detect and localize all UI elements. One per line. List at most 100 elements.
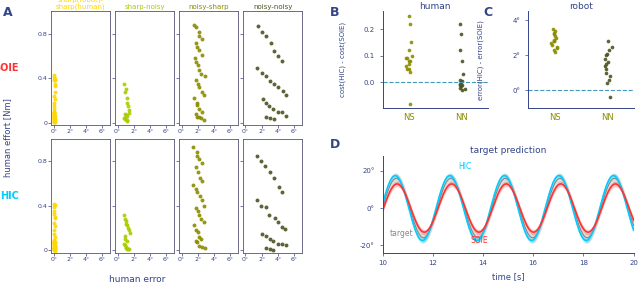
Point [191,78,202,83]
Point [265,247,275,251]
Point [49,103,60,108]
Point [276,110,287,114]
Point [49,245,60,249]
Point [194,244,204,249]
Point [550,36,561,40]
Point [49,111,59,116]
Point [404,61,414,66]
Point [196,217,207,221]
Point [49,237,60,242]
Point [191,111,201,116]
Point [196,71,207,76]
Point [196,53,207,57]
Point [49,117,60,121]
Point [120,112,130,116]
Point [402,56,412,61]
Point [49,111,60,116]
Point [604,95,614,100]
Point [122,247,132,252]
Point [456,83,467,87]
Point [49,203,60,208]
Point [261,115,271,119]
Point [198,93,209,97]
Point [49,202,60,207]
Point [455,83,465,87]
Point [602,60,612,65]
Point [199,220,209,224]
Point [49,109,59,114]
Point [120,87,131,92]
Point [196,110,207,115]
Point [604,77,614,82]
Point [192,101,202,106]
Point [120,217,130,221]
Point [197,245,207,250]
Point [252,198,262,202]
Point [49,113,59,118]
Point [49,239,60,244]
Point [460,87,470,91]
Point [552,44,562,49]
Point [194,213,204,217]
Point [194,47,204,52]
Point [49,248,60,253]
Point [196,116,207,120]
Point [549,39,559,44]
Point [273,220,284,225]
Point [456,32,466,37]
Point [189,56,200,61]
Point [257,159,267,163]
Point [550,50,561,54]
Point [252,153,262,158]
Point [193,230,203,235]
Title: noisy-sharp: noisy-sharp [188,4,229,10]
Point [120,116,130,121]
Point [455,22,465,26]
Point [194,107,204,112]
Point [49,114,60,119]
Point [49,220,59,225]
Point [266,40,276,45]
Point [552,46,562,51]
Point [604,48,614,52]
Point [49,247,60,251]
Point [49,241,60,246]
Point [49,117,60,121]
Point [49,212,60,217]
Point [257,30,267,34]
Point [49,119,60,123]
Point [120,90,130,94]
Point [49,113,60,118]
Point [269,216,280,221]
Point [191,187,201,191]
Point [196,236,206,241]
Point [49,204,60,209]
Point [50,78,60,83]
Point [276,225,287,229]
Point [456,88,467,92]
Point [119,212,129,217]
Point [189,223,199,227]
Point [195,235,205,240]
Point [548,27,559,31]
Point [253,24,263,28]
X-axis label: time [s]: time [s] [492,272,524,281]
Point [404,59,414,63]
Point [191,25,202,30]
Point [50,84,60,88]
Point [119,241,129,246]
Point [402,67,412,71]
Point [548,39,559,44]
Point [273,54,283,58]
Point [49,78,60,82]
Point [49,244,60,248]
Point [265,116,275,120]
Point [549,48,559,52]
Point [192,103,202,108]
Point [49,115,60,120]
Point [191,59,201,64]
Point [602,51,612,56]
Text: HIC: HIC [0,191,19,201]
Point [49,110,59,115]
Point [189,96,199,100]
